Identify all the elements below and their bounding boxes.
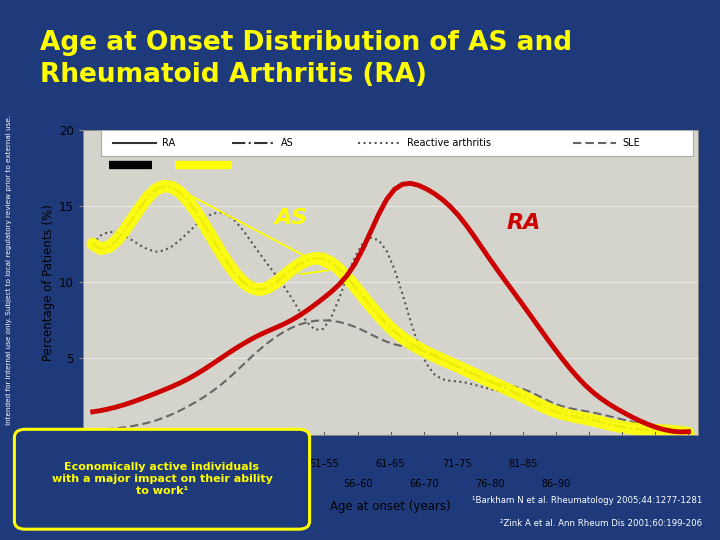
Text: 46–50: 46–50 [276, 479, 306, 489]
Y-axis label: Percentage of Patients (%): Percentage of Patients (%) [42, 204, 55, 361]
Text: ¹Barkham N et al. Rheumatology 2005;44:1277-1281: ¹Barkham N et al. Rheumatology 2005;44:1… [472, 496, 702, 505]
Text: 51–55: 51–55 [310, 459, 339, 469]
Text: 76–80: 76–80 [475, 479, 505, 489]
Text: 81–85: 81–85 [508, 459, 538, 469]
Text: 41–45: 41–45 [243, 459, 273, 469]
Text: 66–70: 66–70 [409, 479, 438, 489]
Text: Economically active individuals
with a major impact on their ability
to work¹: Economically active individuals with a m… [52, 462, 272, 496]
Text: 31–35: 31–35 [177, 459, 207, 469]
Text: AS: AS [282, 138, 294, 148]
Text: 86–90: 86–90 [541, 479, 571, 489]
Text: Age at Onset Distribution of AS and: Age at Onset Distribution of AS and [40, 30, 572, 56]
Text: Age at onset (years): Age at onset (years) [330, 500, 451, 514]
Text: 56–60: 56–60 [343, 479, 372, 489]
Text: Reactive arthritis: Reactive arthritis [407, 138, 491, 148]
FancyBboxPatch shape [101, 130, 693, 156]
Text: SLE: SLE [622, 138, 640, 148]
Text: Intended for internal use only. Subject to local regulatory review prior to exte: Intended for internal use only. Subject … [6, 115, 12, 425]
Text: 36–40: 36–40 [210, 479, 240, 489]
Text: 21–25: 21–25 [111, 459, 140, 469]
Text: 61–65: 61–65 [376, 459, 405, 469]
Text: 71–75: 71–75 [442, 459, 472, 469]
Text: RA: RA [162, 138, 176, 148]
Text: 26–30: 26–30 [144, 479, 174, 489]
Text: AS: AS [275, 208, 308, 228]
Text: RA: RA [506, 213, 541, 233]
Text: Rheumatoid Arthritis (RA): Rheumatoid Arthritis (RA) [40, 62, 426, 88]
Text: ≤20: ≤20 [83, 479, 103, 489]
Text: ²Zink A et al. Ann Rheum Dis 2001;60:199-206: ²Zink A et al. Ann Rheum Dis 2001;60:199… [500, 519, 702, 528]
